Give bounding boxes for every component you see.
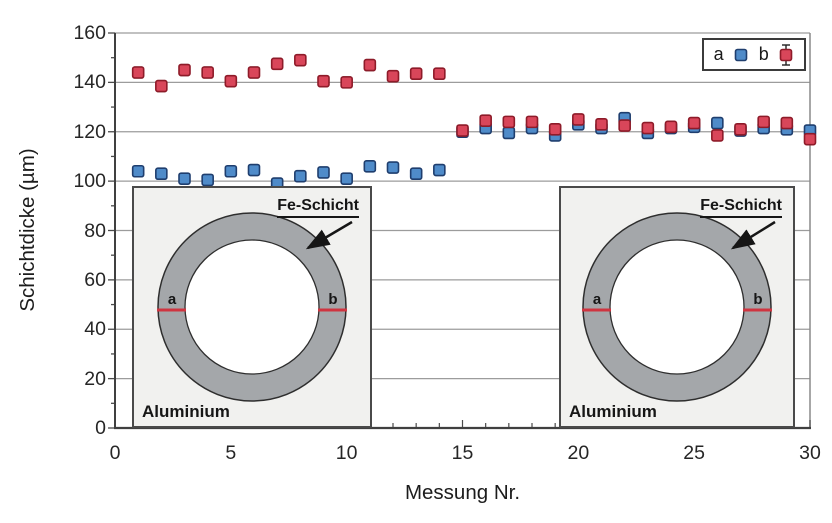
x-tick-label-0: 0 — [109, 442, 121, 464]
data-point-b-12 — [386, 69, 400, 83]
data-point-b-27 — [734, 122, 747, 136]
data-point-b-1 — [131, 66, 145, 79]
data-point-b-4 — [201, 66, 214, 79]
series-a-points — [131, 111, 817, 190]
y-axis-title: Schichtdicke (µm) — [16, 148, 39, 312]
x-tick-label-15: 15 — [451, 442, 474, 464]
fe-schicht-arrow — [305, 220, 353, 250]
data-point-b-21 — [595, 118, 608, 131]
data-point-a-17 — [502, 126, 516, 140]
data-point-b-15 — [456, 124, 469, 137]
y-tick-label-140: 140 — [73, 71, 106, 94]
data-point-b-30 — [803, 132, 817, 146]
data-point-b-19 — [548, 122, 562, 136]
point-a-label: a — [593, 291, 602, 308]
data-point-b-26 — [711, 129, 724, 142]
data-point-b-14 — [433, 67, 446, 81]
data-point-a-5 — [224, 164, 238, 178]
inset-diagram-right: a b Fe-Schicht Aluminium — [559, 186, 795, 428]
fe-schicht-label: Fe-Schicht — [700, 197, 782, 218]
data-point-b-3 — [178, 63, 191, 77]
data-point-b-2 — [155, 79, 168, 93]
data-point-b-20 — [572, 113, 585, 126]
data-point-a-3 — [178, 172, 191, 185]
axis-lines — [114, 33, 811, 430]
x-axis-title: Messung Nr. — [404, 481, 521, 504]
data-point-a-4 — [201, 173, 214, 187]
legend-label-b: b — [758, 44, 769, 64]
data-point-b-28 — [757, 115, 770, 129]
fe-schicht-arrow — [730, 220, 776, 250]
inset-diagram-left: a b Fe-Schicht Aluminium — [132, 186, 372, 428]
data-point-a-8 — [294, 169, 307, 183]
ring-diagram: a b — [157, 212, 353, 402]
x-tick-label-10: 10 — [335, 442, 358, 464]
ring-diagram: a b — [582, 212, 776, 402]
data-point-b-8 — [294, 53, 307, 67]
legend-swatch-a — [734, 48, 748, 61]
data-point-a-12 — [386, 161, 400, 174]
series-b-points — [131, 53, 817, 146]
y-tick-label-40: 40 — [84, 318, 106, 341]
aluminium-label: Aluminium — [569, 402, 657, 421]
data-point-a-2 — [155, 167, 168, 181]
data-point-b-16 — [479, 114, 492, 127]
data-point-a-13 — [409, 167, 423, 181]
aluminium-core-circle — [184, 239, 320, 375]
y-tick-label-80: 80 — [84, 219, 106, 242]
legend-box: a b — [702, 38, 806, 71]
data-point-b-17 — [502, 115, 516, 129]
data-point-a-26 — [711, 116, 724, 130]
data-point-b-22 — [618, 119, 631, 132]
x-tick-label-25: 25 — [683, 442, 705, 464]
y-tick-label-100: 100 — [73, 170, 106, 193]
data-point-b-18 — [525, 115, 539, 129]
data-point-a-6 — [247, 163, 261, 177]
y-tick-label-160: 160 — [73, 22, 106, 44]
data-point-b-23 — [641, 121, 655, 135]
legend-marker-b-icon — [780, 43, 793, 66]
data-point-b-13 — [409, 67, 423, 81]
data-point-b-6 — [247, 66, 261, 79]
data-point-a-9 — [317, 166, 330, 179]
data-point-b-11 — [363, 58, 377, 72]
aluminium-core-circle — [609, 239, 745, 375]
y-tick-label-0: 0 — [95, 417, 106, 439]
data-point-b-9 — [317, 74, 330, 88]
y-axis-ticks — [108, 32, 115, 429]
fe-schicht-label: Fe-Schicht — [277, 197, 359, 218]
aluminium-label: Aluminium — [142, 402, 230, 421]
point-b-label: b — [328, 291, 337, 308]
legend-swatch-b — [780, 48, 793, 61]
point-a-label: a — [168, 291, 177, 308]
data-point-a-14 — [433, 163, 446, 177]
data-point-a-1 — [131, 164, 145, 178]
data-point-b-7 — [270, 57, 284, 71]
data-point-b-10 — [340, 76, 353, 89]
y-tick-label-20: 20 — [84, 367, 106, 390]
data-point-a-11 — [363, 160, 377, 173]
data-point-b-24 — [664, 120, 678, 134]
data-point-b-5 — [224, 74, 238, 88]
data-point-a-10 — [340, 172, 353, 185]
data-point-b-25 — [687, 116, 701, 130]
x-tick-label-5: 5 — [225, 442, 237, 464]
legend-label-a: a — [713, 44, 724, 64]
x-tick-label-20: 20 — [567, 442, 590, 464]
legend-marker-a-icon — [734, 48, 748, 61]
data-point-b-29 — [780, 116, 794, 130]
y-tick-label-60: 60 — [84, 268, 106, 291]
point-b-label: b — [753, 291, 762, 308]
x-tick-label-30: 30 — [799, 442, 821, 464]
y-tick-label-120: 120 — [73, 120, 106, 143]
